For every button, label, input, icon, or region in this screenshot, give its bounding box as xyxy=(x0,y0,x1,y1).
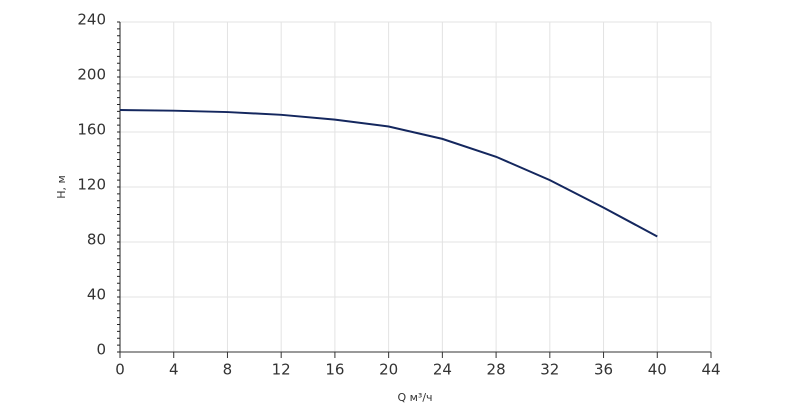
x-tick-label: 4 xyxy=(169,361,179,379)
x-tick-label: 44 xyxy=(701,361,720,379)
y-tick-label: 200 xyxy=(77,66,106,84)
x-tick-label: 8 xyxy=(223,361,233,379)
x-tick-label: 32 xyxy=(540,361,559,379)
y-tick-label: 0 xyxy=(96,341,106,359)
x-tick-label: 12 xyxy=(272,361,291,379)
y-tick-label: 240 xyxy=(77,11,106,29)
y-axis-label: H, м xyxy=(55,175,68,199)
x-tick-label: 0 xyxy=(115,361,125,379)
x-axis-label: Q м³/ч xyxy=(397,391,432,404)
y-tick-label: 80 xyxy=(87,231,106,249)
y-tick-label: 160 xyxy=(77,121,106,139)
x-tick-label: 36 xyxy=(594,361,613,379)
x-tick-label: 20 xyxy=(379,361,398,379)
x-tick-label: 40 xyxy=(648,361,667,379)
x-tick-label: 24 xyxy=(433,361,452,379)
curve xyxy=(119,109,658,238)
x-tick-label: 16 xyxy=(325,361,344,379)
y-tick-label: 120 xyxy=(77,176,106,194)
y-tick-label: 40 xyxy=(87,286,106,304)
x-tick-label: 28 xyxy=(487,361,506,379)
